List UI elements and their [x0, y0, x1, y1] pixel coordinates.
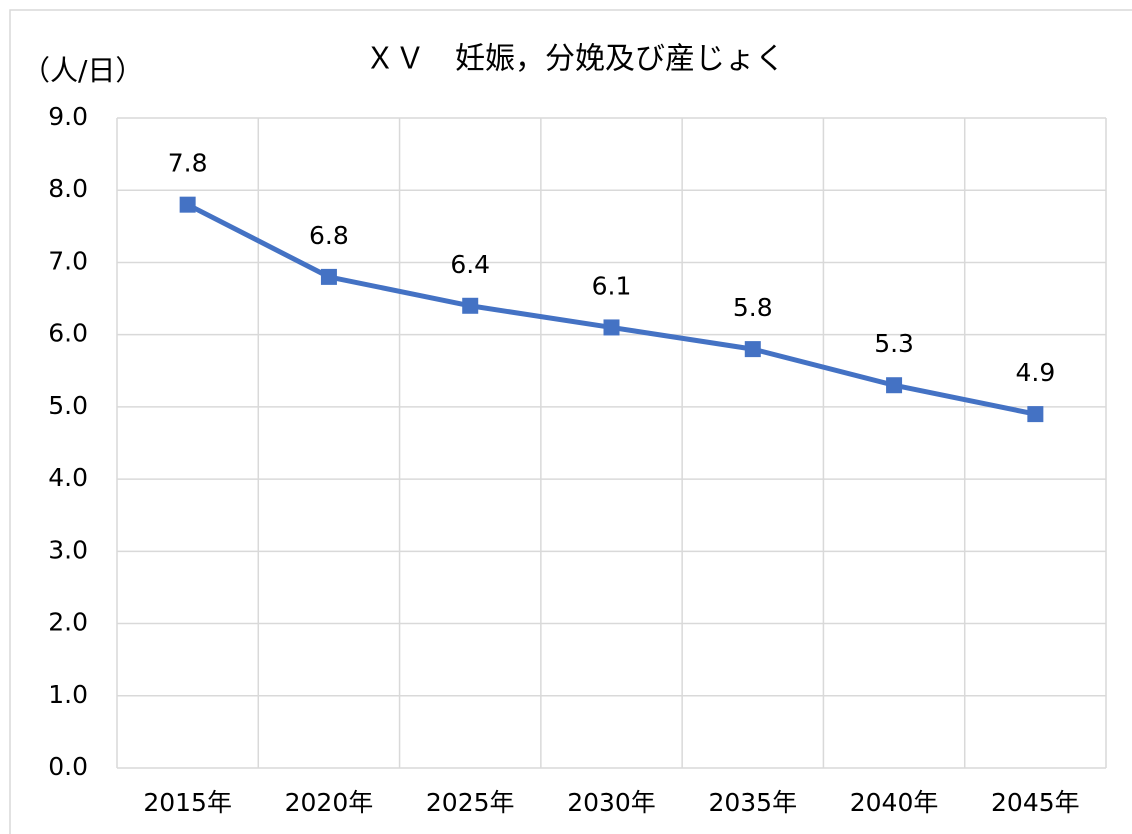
chart-title: ＸＶ 妊娠，分娩及び産じょく	[365, 42, 785, 77]
data-label: 4.9	[1015, 358, 1055, 387]
point-marker	[320, 268, 337, 285]
data-label: 6.1	[592, 271, 632, 300]
point-marker	[1027, 406, 1044, 423]
point-marker	[744, 341, 761, 358]
y-tick-label: 8.0	[48, 174, 88, 203]
x-tick-label: 2020年	[285, 788, 374, 817]
data-label: 5.3	[874, 329, 914, 358]
y-tick-label: 2.0	[48, 608, 88, 637]
data-label: 5.8	[733, 293, 773, 322]
point-marker	[179, 196, 196, 213]
x-tick-label: 2030年	[567, 788, 656, 817]
x-tick-label: 2045年	[991, 788, 1080, 817]
data-label: 6.8	[309, 221, 349, 250]
chart-border	[9, 9, 1132, 834]
y-axis-label: （人/日）	[22, 54, 143, 87]
point-marker	[603, 319, 620, 336]
data-label: 6.4	[450, 250, 490, 279]
x-tick-label: 2015年	[143, 788, 232, 817]
y-tick-label: 0.0	[48, 752, 88, 781]
y-tick-label: 9.0	[48, 102, 88, 131]
x-tick-label: 2040年	[850, 788, 939, 817]
x-tick-label: 2035年	[708, 788, 797, 817]
y-tick-label: 3.0	[48, 535, 88, 564]
y-tick-label: 4.0	[48, 463, 88, 492]
y-tick-label: 6.0	[48, 319, 88, 348]
point-marker	[886, 377, 903, 394]
y-tick-label: 1.0	[48, 680, 88, 709]
x-tick-label: 2025年	[426, 788, 515, 817]
point-marker	[462, 297, 479, 314]
data-label: 7.8	[168, 149, 208, 178]
y-tick-label: 7.0	[48, 246, 88, 275]
y-tick-label: 5.0	[48, 391, 88, 420]
